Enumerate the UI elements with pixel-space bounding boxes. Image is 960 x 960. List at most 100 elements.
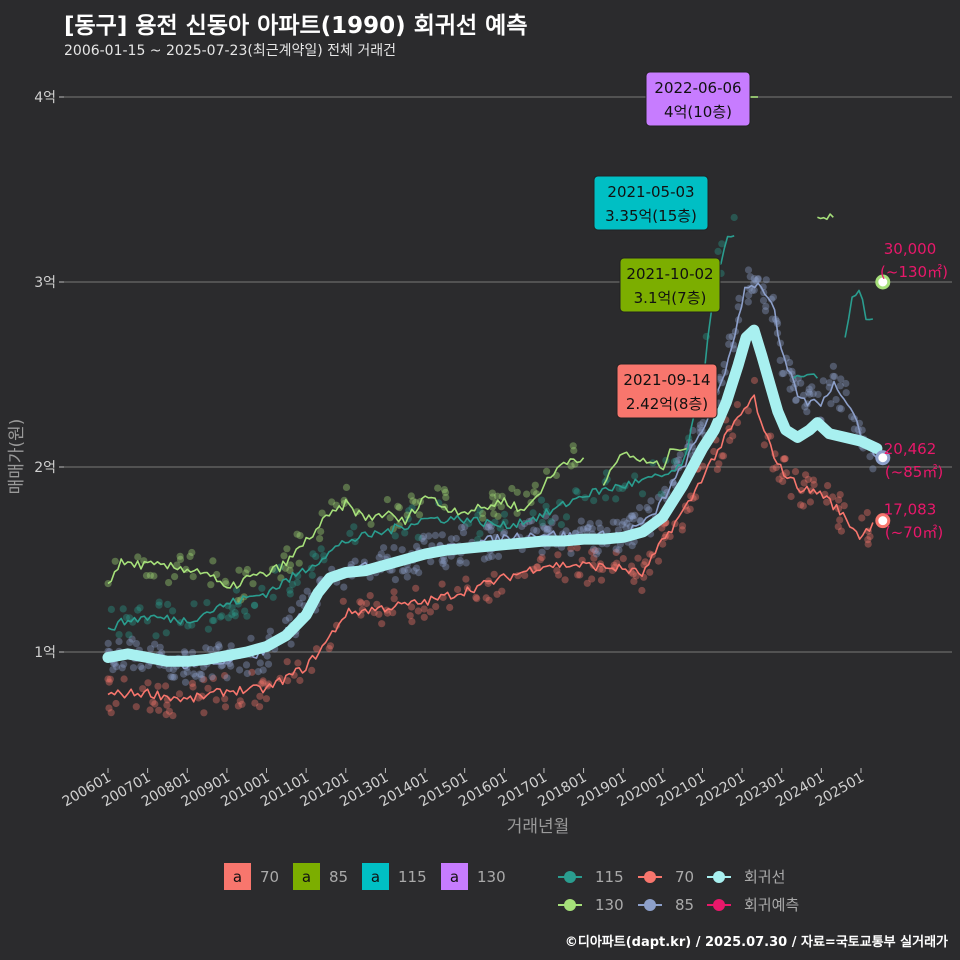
data-point-130 xyxy=(440,486,448,494)
data-point-85 xyxy=(631,511,639,519)
data-point-85 xyxy=(745,291,753,299)
data-point-115 xyxy=(573,488,581,496)
data-point-85 xyxy=(129,664,138,672)
data-point-70 xyxy=(493,590,501,598)
data-point-85 xyxy=(809,390,817,398)
y-tick-label: 2억 xyxy=(34,460,56,476)
data-point-70 xyxy=(426,608,434,616)
data-point-85 xyxy=(584,523,592,532)
annotations: 2022-06-06 4억(10층) 2021-05-03 3.35억(15층) 202… xyxy=(593,71,751,419)
data-point-85 xyxy=(577,517,585,525)
trend-line xyxy=(102,324,883,667)
data-point-115 xyxy=(232,586,241,594)
data-point-85 xyxy=(288,606,296,614)
data-point-70 xyxy=(597,576,606,584)
data-point-85 xyxy=(612,545,620,553)
data-point-70 xyxy=(256,703,264,711)
data-point-85 xyxy=(776,356,784,364)
data-point-70 xyxy=(632,572,640,580)
data-point-85 xyxy=(147,645,155,653)
forecast-value-label: 20,462 xyxy=(884,440,937,458)
data-point-115 xyxy=(401,529,409,537)
data-point-130 xyxy=(407,492,415,500)
data-point-85 xyxy=(814,390,822,398)
legend-label-swatch xyxy=(362,863,389,890)
data-point-130 xyxy=(367,520,375,528)
data-point-115 xyxy=(241,607,249,615)
data-point-130 xyxy=(395,504,403,512)
data-point-70 xyxy=(155,706,163,714)
data-point-130 xyxy=(318,509,326,517)
data-point-85 xyxy=(589,545,598,553)
data-point-85 xyxy=(398,567,407,575)
data-point-85 xyxy=(132,640,140,648)
data-point-85 xyxy=(584,524,592,532)
data-point-85 xyxy=(786,385,794,393)
data-point-85 xyxy=(183,668,191,676)
legend-dot-key xyxy=(644,899,656,911)
data-point-70 xyxy=(866,532,874,541)
legend-label-text: 85 xyxy=(329,868,348,886)
data-point-70 xyxy=(112,699,120,708)
data-point-70 xyxy=(154,682,162,690)
data-point-85 xyxy=(539,522,547,530)
data-point-85 xyxy=(596,524,604,532)
data-point-70 xyxy=(710,447,718,456)
data-point-115 xyxy=(258,584,266,592)
data-point-70 xyxy=(629,570,637,578)
data-point-70 xyxy=(823,498,831,506)
data-point-70 xyxy=(864,540,872,548)
data-point-115 xyxy=(602,494,610,502)
data-point-130 xyxy=(497,503,505,511)
data-point-70 xyxy=(390,595,398,603)
data-point-130 xyxy=(283,545,291,553)
data-point-70 xyxy=(146,706,154,714)
data-point-85 xyxy=(156,643,164,651)
data-point-85 xyxy=(567,549,575,558)
data-point-115 xyxy=(190,600,198,608)
data-point-115 xyxy=(294,572,302,580)
data-point-70 xyxy=(200,676,208,684)
data-point-70 xyxy=(713,465,722,473)
data-point-85 xyxy=(588,525,596,533)
data-point-85 xyxy=(615,546,623,554)
data-point-85 xyxy=(242,661,251,669)
data-point-70 xyxy=(678,526,686,534)
data-point-85 xyxy=(452,534,460,543)
data-point-85 xyxy=(750,279,758,287)
data-point-85 xyxy=(583,527,591,535)
data-point-85 xyxy=(792,396,800,404)
data-point-70 xyxy=(627,568,635,576)
data-point-130 xyxy=(235,566,243,574)
data-point-115 xyxy=(125,631,133,639)
data-point-85 xyxy=(829,362,838,370)
legend-line-text: 115 xyxy=(595,868,624,886)
data-point-85 xyxy=(282,616,290,625)
data-point-70 xyxy=(533,563,542,571)
annotation-price: 3.1억(7층) xyxy=(634,289,707,307)
data-point-115 xyxy=(501,518,509,526)
data-point-115 xyxy=(134,606,142,614)
legend-line-text: 회귀선 xyxy=(744,868,785,886)
data-point-115 xyxy=(210,616,218,625)
data-point-85 xyxy=(236,666,244,674)
data-point-70 xyxy=(389,609,397,617)
data-point-70 xyxy=(864,536,872,544)
data-point-85 xyxy=(375,553,383,562)
data-point-130 xyxy=(494,512,502,520)
data-point-85 xyxy=(595,519,603,527)
data-point-85 xyxy=(462,559,470,567)
data-point-70 xyxy=(654,557,663,565)
chart-title: [동구] 용전 신동아 아파트(1990) 회귀선 예측 xyxy=(64,13,528,39)
data-point-70 xyxy=(406,612,414,620)
data-point-70 xyxy=(139,685,147,693)
annotation-date: 2021-09-14 xyxy=(623,371,710,389)
data-point-130 xyxy=(513,488,521,496)
data-point-85 xyxy=(750,275,758,283)
data-point-85 xyxy=(829,372,837,380)
data-point-130 xyxy=(488,489,496,497)
data-point-70 xyxy=(151,700,159,708)
data-point-115 xyxy=(408,504,416,512)
y-tick-label: 4억 xyxy=(34,90,56,106)
